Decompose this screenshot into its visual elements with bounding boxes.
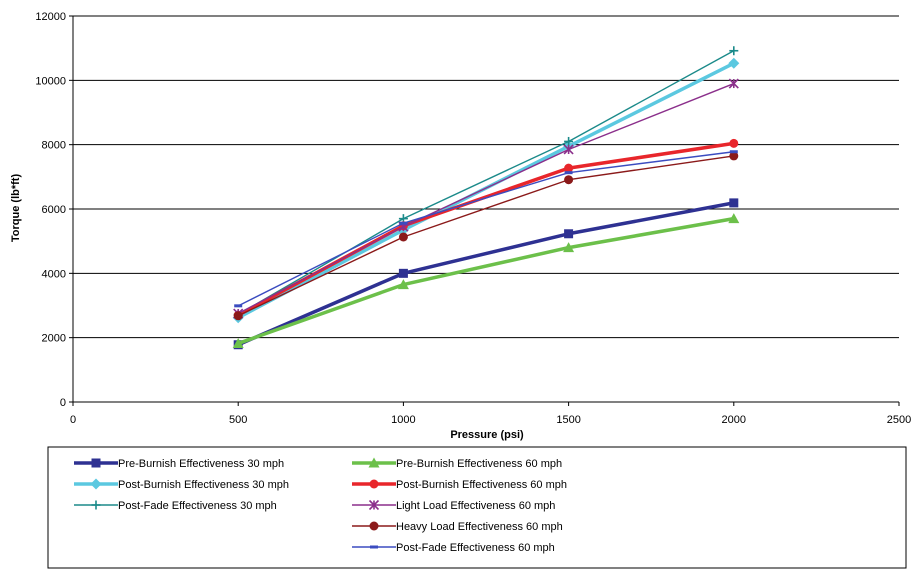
y-tick-label: 6000 (42, 204, 66, 216)
y-tick-label: 8000 (42, 140, 66, 152)
legend-item: Light Load Effectiveness 60 mph (352, 499, 555, 512)
legend-swatch-marker (368, 499, 380, 511)
legend-label: Post-Fade Effectiveness 60 mph (396, 542, 555, 554)
legend-label: Heavy Load Effectiveness 60 mph (396, 521, 563, 533)
x-tick-label: 2500 (887, 414, 911, 426)
data-point (728, 78, 739, 89)
data-point (729, 138, 739, 148)
data-point (728, 57, 740, 69)
y-axis-title: Torque (lb*ft) (10, 174, 22, 243)
legend-item: Post-Burnish Effectiveness 60 mph (352, 479, 567, 491)
series-line (237, 141, 735, 317)
legend-swatch-marker (370, 545, 378, 549)
data-point (398, 268, 408, 278)
tick-labels: 0 2000 4000 6000 8000 10000 12000 0 500 1000 1500 2… (35, 11, 911, 426)
data-point (728, 213, 740, 224)
data-point (729, 151, 739, 161)
legend-label: Post-Fade Effectiveness 30 mph (118, 500, 277, 512)
data-point (729, 150, 738, 154)
series-2 (232, 57, 740, 324)
legend-item: Pre-Burnish Effectiveness 60 mph (352, 457, 562, 470)
data-point (729, 46, 739, 56)
legend-swatch-marker (369, 521, 379, 531)
legend-swatch-marker (91, 500, 101, 510)
legend-swatch-marker (369, 479, 379, 489)
legend-label: Post-Burnish Effectiveness 30 mph (118, 479, 289, 491)
legend-swatch-marker (368, 457, 380, 468)
data-point (564, 171, 573, 175)
legend-label: Pre-Burnish Effectiveness 60 mph (396, 458, 562, 470)
series-line (237, 216, 735, 346)
data-point (232, 337, 244, 348)
x-axis-title: Pressure (psi) (450, 429, 524, 441)
series-line (237, 50, 735, 316)
x-tick-label: 2000 (722, 414, 746, 426)
data-point (397, 279, 409, 290)
x-tick-label: 1500 (556, 414, 580, 426)
legend-label: Post-Burnish Effectiveness 60 mph (396, 479, 567, 491)
series-7 (233, 151, 739, 321)
series-line (237, 201, 735, 347)
x-tick-label: 500 (229, 414, 247, 426)
gridlines (73, 15, 899, 339)
data-point (564, 136, 574, 146)
y-tick-label: 10000 (35, 75, 66, 87)
legend-swatch-marker (91, 458, 101, 468)
legend-item: Post-Burnish Effectiveness 30 mph (74, 478, 289, 491)
legend-box (47, 446, 907, 569)
legend-item: Pre-Burnish Effectiveness 30 mph (74, 458, 284, 470)
y-tick-label: 0 (60, 397, 66, 409)
data-point (234, 304, 243, 308)
x-tick-label: 1000 (391, 414, 415, 426)
legend: Pre-Burnish Effectiveness 30 mph Post-Bur… (47, 446, 907, 569)
y-tick-label: 2000 (42, 333, 66, 345)
data-point (729, 198, 739, 208)
data-point (563, 242, 575, 253)
legend-label: Pre-Burnish Effectiveness 30 mph (118, 458, 284, 470)
data-point (398, 232, 408, 242)
data-point (399, 221, 408, 225)
y-tick-label: 4000 (42, 268, 66, 280)
y-tick-label: 12000 (35, 11, 66, 23)
data-point (564, 163, 574, 173)
series-line (237, 155, 734, 317)
series-4 (232, 213, 740, 348)
data-point (564, 175, 574, 185)
axes (69, 15, 900, 406)
data-point (563, 144, 574, 155)
legend-item: Heavy Load Effectiveness 60 mph (352, 521, 563, 533)
series-lines (232, 46, 740, 350)
series-8 (234, 150, 738, 308)
x-tick-label: 0 (70, 414, 76, 426)
series-line (237, 151, 734, 307)
legend-swatch-marker (90, 478, 102, 490)
legend-item: Post-Fade Effectiveness 30 mph (74, 500, 277, 512)
data-point (233, 311, 243, 321)
data-point (564, 229, 574, 239)
series-line (237, 82, 735, 315)
legend-item: Post-Fade Effectiveness 60 mph (352, 542, 555, 554)
legend-label: Light Load Effectiveness 60 mph (396, 500, 555, 512)
